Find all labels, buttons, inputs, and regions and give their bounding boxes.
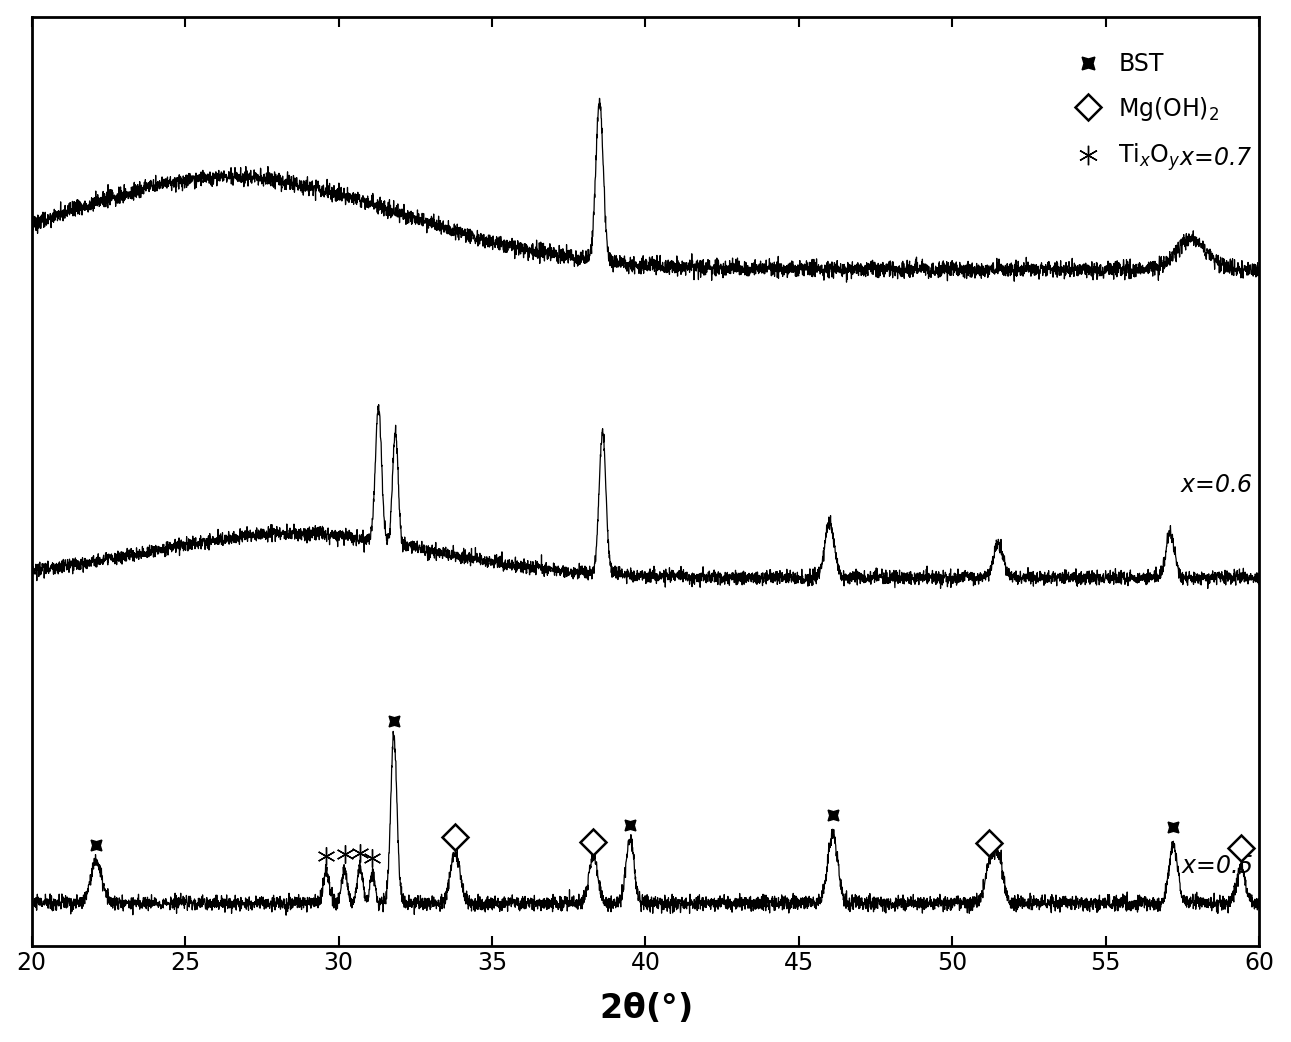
Text: $x$=0.7: $x$=0.7 xyxy=(1180,146,1254,170)
Text: $x$=0.6: $x$=0.6 xyxy=(1180,473,1254,497)
X-axis label: $\bf{2\theta(°)}$: $\bf{2\theta(°)}$ xyxy=(599,991,692,1025)
Text: $x$=0.5: $x$=0.5 xyxy=(1180,854,1254,878)
Legend: BST, Mg(OH)$_2$, Ti$_x$O$_y$: BST, Mg(OH)$_2$, Ti$_x$O$_y$ xyxy=(1055,43,1229,182)
